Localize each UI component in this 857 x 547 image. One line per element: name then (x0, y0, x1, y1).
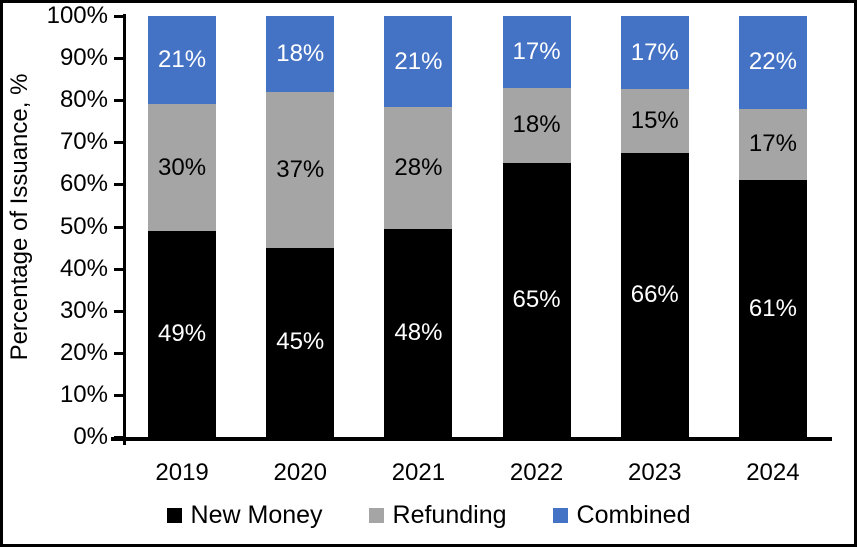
legend-swatch (368, 508, 384, 523)
y-tick-mark (114, 183, 123, 187)
bar-segment-refunding: 15% (620, 89, 689, 154)
bar-segment-label: 49% (158, 319, 207, 347)
y-tick-label: 30% (59, 296, 108, 324)
bar-segment-new-money: 65% (502, 163, 571, 437)
y-tick-label: 100% (46, 2, 108, 29)
y-tick-mark (114, 351, 123, 355)
bar-segment-label: 21% (158, 46, 207, 74)
legend-label: Combined (576, 501, 691, 529)
legend-label: New Money (190, 501, 323, 529)
bar-2019: 21% 30% 49% (148, 16, 217, 437)
y-tick-mark (114, 267, 123, 271)
bar-segment-new-money: 48% (384, 228, 453, 437)
bar-segment-combined: 21% (148, 16, 217, 105)
y-tick-label: 90% (59, 44, 108, 72)
bar-segment-combined: 18% (266, 16, 335, 92)
bar-segment-refunding: 37% (266, 91, 335, 248)
bar-segment-refunding: 28% (384, 107, 453, 229)
bar-segment-label: 17% (748, 130, 797, 158)
bar-2023: 17% 15% 66% (620, 16, 689, 437)
x-axis-line (111, 437, 832, 441)
bar-segment-new-money: 45% (266, 247, 335, 437)
bar-segment-label: 15% (630, 107, 679, 135)
bar-segment-label: 48% (394, 318, 443, 346)
bar-segment-label: 18% (512, 111, 561, 139)
legend-swatch (166, 508, 182, 523)
y-tick-label: 50% (59, 212, 108, 240)
bar-segment-new-money: 61% (738, 180, 807, 437)
legend-item-new-money: New Money (166, 501, 323, 530)
y-tick-mark (114, 225, 123, 229)
bar-segment-combined: 21% (384, 16, 453, 108)
y-tick-mark (114, 141, 123, 145)
bar-segment-refunding: 17% (738, 108, 807, 181)
bar-segment-refunding: 18% (502, 87, 571, 164)
bar-segment-label: 37% (276, 155, 325, 183)
x-axis-label: 2019 (155, 459, 209, 486)
legend-item-combined: Combined (552, 501, 691, 530)
bar-segment-label: 18% (276, 39, 325, 67)
bar-segment-label: 22% (748, 48, 797, 76)
x-axis-label: 2022 (509, 459, 564, 486)
x-axis-label: 2020 (273, 459, 327, 486)
legend: New Money Refunding Combined (3, 501, 854, 530)
bar-segment-label: 30% (158, 153, 207, 181)
bar-segment-new-money: 66% (620, 153, 689, 437)
bar-2020: 18% 37% 45% (266, 16, 335, 437)
bar-segment-combined: 22% (738, 16, 807, 109)
y-tick-label: 0% (73, 423, 108, 450)
bar-2024: 22% 17% 61% (738, 16, 807, 437)
bar-segment-label: 28% (394, 153, 443, 181)
bar-segment-new-money: 49% (148, 230, 217, 437)
legend-label: Refunding (392, 501, 507, 529)
bar-2022: 17% 18% 65% (502, 16, 571, 437)
y-tick-label: 80% (59, 86, 108, 114)
bar-segment-combined: 17% (502, 16, 571, 88)
y-tick-label: 40% (59, 254, 108, 282)
y-tick-mark (114, 393, 123, 397)
y-tick-mark (114, 57, 123, 61)
y-tick-mark (114, 15, 123, 18)
bar-segment-label: 17% (512, 37, 561, 65)
legend-item-refunding: Refunding (368, 501, 507, 530)
x-axis-label: 2021 (391, 459, 446, 486)
y-tick-label: 20% (59, 338, 108, 366)
bar-segment-label: 66% (630, 281, 679, 309)
y-tick-label: 60% (59, 170, 108, 198)
bar-segment-label: 61% (748, 294, 797, 322)
x-axis-label: 2024 (746, 459, 800, 486)
y-tick-label: 70% (59, 128, 108, 156)
bar-segment-label: 17% (630, 38, 679, 66)
y-tick-mark (114, 99, 123, 103)
bar-segment-label: 45% (276, 328, 325, 356)
bar-segment-label: 65% (512, 286, 561, 314)
y-axis-line (123, 14, 126, 445)
legend-swatch (552, 508, 568, 523)
y-tick-mark (114, 309, 123, 313)
bar-segment-combined: 17% (620, 16, 689, 90)
bar-2021: 21% 28% 48% (384, 16, 453, 437)
y-tick-label: 10% (59, 380, 108, 408)
bar-segment-label: 21% (394, 47, 443, 75)
x-axis-label: 2023 (628, 459, 682, 486)
bar-segment-refunding: 30% (148, 104, 217, 231)
